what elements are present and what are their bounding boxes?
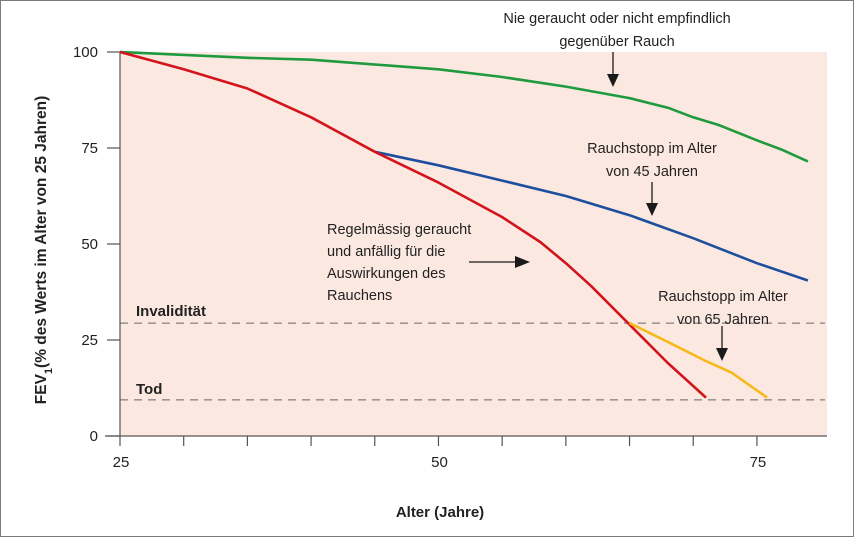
series-line-3 xyxy=(628,321,768,399)
svg-text:Rauchstopp im Alter: Rauchstopp im Alter xyxy=(658,289,788,305)
svg-text:gegenüber Rauch: gegenüber Rauch xyxy=(559,34,674,50)
y-tick-label: 75 xyxy=(81,140,98,157)
x-tick-label: 75 xyxy=(750,454,767,471)
svg-text:Regelmässig geraucht: Regelmässig geraucht xyxy=(327,222,471,238)
annotation-never-smoked: Nie geraucht oder nicht empfindlich gege… xyxy=(503,11,731,87)
arrow-right-icon xyxy=(469,256,530,268)
y-axis-label-main: FEV xyxy=(33,373,50,404)
svg-text:Nie geraucht oder nicht empfin: Nie geraucht oder nicht empfindlich xyxy=(503,11,730,27)
annotation-regular-smoker: Regelmässig geraucht und anfällig für di… xyxy=(327,222,530,304)
x-tick-label: 50 xyxy=(431,454,448,471)
ref-label-tod: Tod xyxy=(136,381,162,398)
ref-label-invaliditaet: Invalidität xyxy=(136,303,206,320)
svg-text:von 65 Jahren: von 65 Jahren xyxy=(677,312,769,328)
y-axis-label-sub: 1 xyxy=(43,368,55,374)
arrow-down-icon xyxy=(646,182,658,216)
y-tick-label: 0 xyxy=(90,428,98,445)
arrow-down-icon xyxy=(607,52,619,87)
series-line-0 xyxy=(119,50,809,163)
series-line-2 xyxy=(119,50,707,399)
svg-text:und anfällig für die: und anfällig für die xyxy=(327,244,446,260)
y-axis-label-rest: (% des Werts im Alter von 25 Jahren) xyxy=(33,96,50,368)
annotation-stop-45: Rauchstopp im Alter von 45 Jahren xyxy=(587,141,717,216)
y-tick-label: 25 xyxy=(81,332,98,349)
x-axis-label: Alter (Jahre) xyxy=(396,504,484,521)
arrow-down-icon xyxy=(716,326,728,361)
y-tick-label: 100 xyxy=(73,44,98,61)
series-line-1 xyxy=(374,150,809,282)
annotation-stop-65: Rauchstopp im Alter von 65 Jahren xyxy=(658,289,788,361)
svg-text:von 45 Jahren: von 45 Jahren xyxy=(606,164,698,180)
plot-background xyxy=(120,52,827,436)
svg-text:Rauchens: Rauchens xyxy=(327,288,392,304)
x-tick-label: 25 xyxy=(113,454,130,471)
svg-text:Rauchstopp im Alter: Rauchstopp im Alter xyxy=(587,141,717,157)
svg-text:Auswirkungen des: Auswirkungen des xyxy=(327,266,446,282)
y-axis-label: FEV1(% des Werts im Alter von 25 Jahren) xyxy=(33,96,55,404)
y-tick-label: 50 xyxy=(81,236,98,253)
